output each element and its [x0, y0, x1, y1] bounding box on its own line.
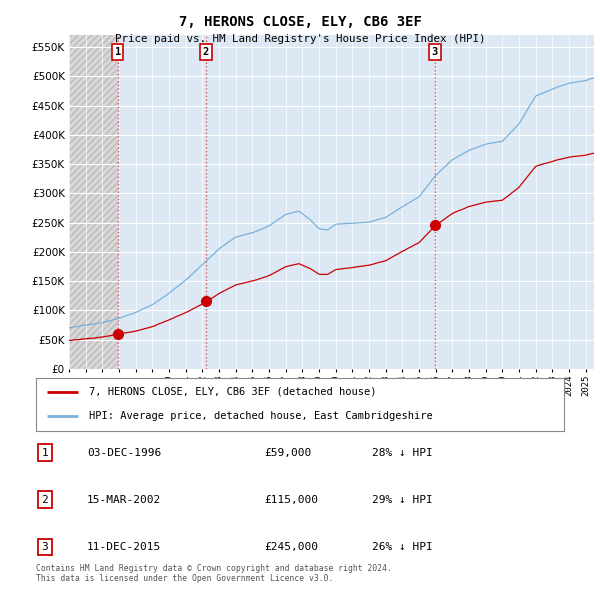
Bar: [69, 35, 118, 369]
Text: 3: 3: [41, 542, 49, 552]
Text: HPI: Average price, detached house, East Cambridgeshire: HPI: Average price, detached house, East…: [89, 411, 433, 421]
Text: 7, HERONS CLOSE, ELY, CB6 3EF: 7, HERONS CLOSE, ELY, CB6 3EF: [179, 15, 421, 29]
Text: 1: 1: [41, 448, 49, 457]
Text: 28% ↓ HPI: 28% ↓ HPI: [372, 448, 433, 457]
Text: 15-MAR-2002: 15-MAR-2002: [87, 495, 161, 504]
Text: 26% ↓ HPI: 26% ↓ HPI: [372, 542, 433, 552]
Text: Contains HM Land Registry data © Crown copyright and database right 2024.
This d: Contains HM Land Registry data © Crown c…: [36, 563, 392, 583]
Text: £115,000: £115,000: [264, 495, 318, 504]
Text: 03-DEC-1996: 03-DEC-1996: [87, 448, 161, 457]
Text: 1: 1: [115, 47, 121, 57]
Text: 7, HERONS CLOSE, ELY, CB6 3EF (detached house): 7, HERONS CLOSE, ELY, CB6 3EF (detached …: [89, 387, 376, 397]
Text: 11-DEC-2015: 11-DEC-2015: [87, 542, 161, 552]
Text: £59,000: £59,000: [264, 448, 311, 457]
Text: Price paid vs. HM Land Registry's House Price Index (HPI): Price paid vs. HM Land Registry's House …: [115, 34, 485, 44]
Text: 29% ↓ HPI: 29% ↓ HPI: [372, 495, 433, 504]
Text: 2: 2: [41, 495, 49, 504]
Text: 2: 2: [203, 47, 209, 57]
Text: 3: 3: [432, 47, 438, 57]
Text: £245,000: £245,000: [264, 542, 318, 552]
